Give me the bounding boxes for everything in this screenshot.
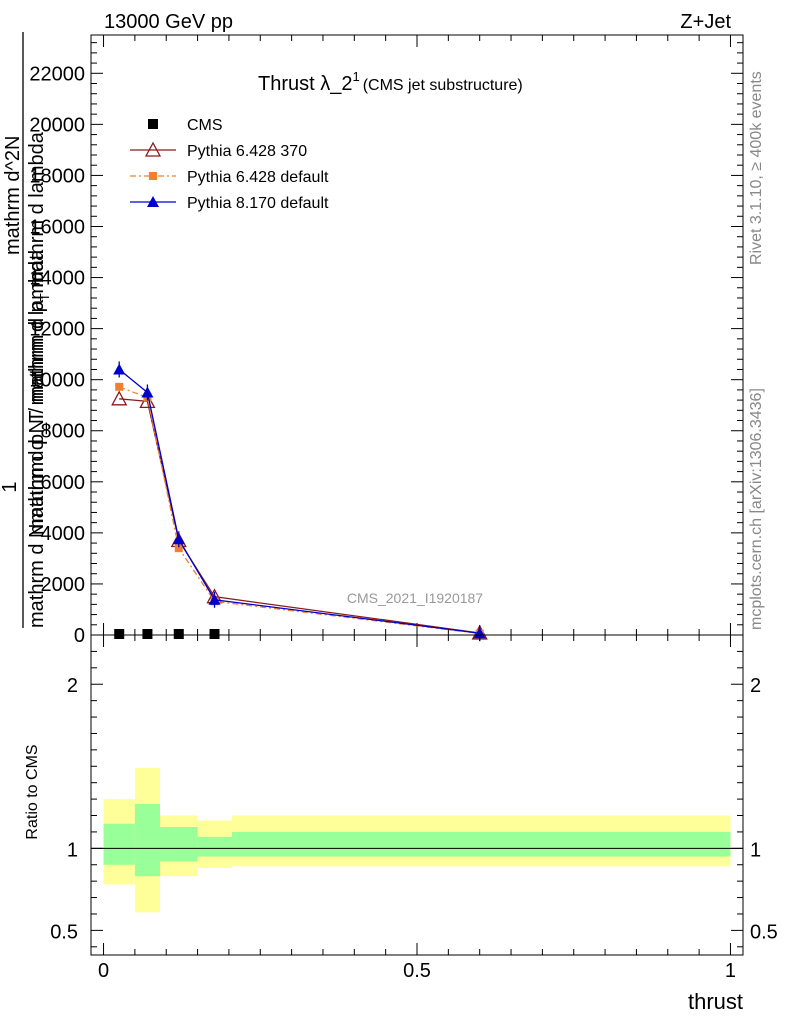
- y-label-overlay-2: mathrm d p_T mathrm d lambda: [26, 249, 48, 535]
- marker-square: [114, 629, 125, 639]
- y-tick-label: 8000: [41, 421, 86, 443]
- ratio-x-axis: 0 0.5 1: [98, 635, 736, 982]
- y-label-denominator-part2: mathrm d N / mathrm d p: [26, 301, 48, 523]
- marker-filled-triangle: [172, 533, 185, 545]
- rivet-version-text: Rivet 3.1.10, ≥ 400k events: [748, 71, 765, 265]
- main-plot-panel: 0 2000 4000 6000 8000 10000 12000 14000 16000 180…: [29, 34, 744, 647]
- ratio-plot-panel: 0.5 0.51 12 2 0 0.5 1 Ratio to CMS thrust: [24, 634, 778, 1014]
- x-axis-label: thrust: [688, 989, 743, 1014]
- marker-open-triangle: [144, 141, 162, 157]
- y-label-numerator: 1: [0, 481, 21, 492]
- y-label-denominator: mathrm d Nmathrm d N / mathrm d pT mathr…: [26, 131, 52, 628]
- ratio-y-tick-label-left: 0.5: [50, 921, 78, 943]
- marker-square: [173, 629, 184, 639]
- ratio-y-axis-label: Ratio to CMS: [24, 744, 41, 839]
- series-layer: [111, 361, 488, 642]
- legend-label: Pythia 8.170 default: [187, 195, 329, 212]
- marker-square: [142, 629, 153, 639]
- plot-title-superscript: 1: [352, 69, 359, 84]
- ratio-plot-frame: [90, 634, 744, 956]
- y-label-denominator-sub: T: [37, 293, 52, 301]
- analysis-watermark: CMS_2021_I1920187: [347, 590, 483, 606]
- marker-open-triangle: [111, 390, 128, 406]
- process-label: Z+Jet: [680, 11, 731, 33]
- ratio-band-green: [103, 823, 135, 865]
- marker-small-square: [174, 544, 183, 553]
- ratio-y-axis: 0.5 0.5 1 1 2 2: [50, 650, 778, 948]
- legend-label: CMS: [187, 117, 223, 134]
- ratio-band-green: [134, 804, 160, 877]
- legend-label: Pythia 6.428 default: [187, 169, 329, 186]
- y-tick-label: 22000: [29, 63, 85, 85]
- marker-small-square: [149, 172, 157, 180]
- y-tick-label: 4000: [41, 523, 86, 545]
- marker-filled-triangle: [208, 593, 221, 605]
- marker-small-square: [115, 382, 124, 391]
- ratio-y-tick-label-right: 0.5: [750, 921, 778, 943]
- x-tick-label: 0.5: [403, 960, 431, 982]
- ratio-y-tick-label-right: 2: [750, 675, 761, 697]
- ratio-uncertainty-bands: [103, 767, 731, 913]
- mcplots-reference-text: mcplots.cern.ch [arXiv:1306.3436]: [748, 388, 765, 630]
- main-y-axis-label: mathrm d^2N mathrm d p_T mathrm d lambda…: [0, 32, 52, 628]
- energy-label: 13000 GeV pp: [104, 11, 233, 33]
- ratio-band-green: [197, 836, 233, 857]
- marker-filled-triangle: [113, 363, 126, 375]
- marker-filled-triangle: [141, 386, 154, 398]
- y-tick-label: 2000: [41, 574, 86, 596]
- y-label-denominator-part1: mathrm d N: [26, 524, 48, 628]
- marker-square: [209, 629, 220, 639]
- y-label-denominator-end: mathrm d lambda: [26, 131, 48, 293]
- y-tick-label: 0: [74, 625, 85, 647]
- ratio-y-tick-label-left: 2: [67, 675, 78, 697]
- x-tick-label: 0: [98, 960, 109, 982]
- main-x-ticks: [103, 35, 731, 635]
- plot-title-subtitle: (CMS jet substructure): [363, 77, 523, 94]
- plot-title-main: Thrust λ_2: [258, 73, 352, 95]
- y-tick-label: 18000: [29, 165, 85, 187]
- y-tick-label: 10000: [29, 370, 85, 392]
- y-tick-label: 16000: [29, 216, 85, 238]
- y-tick-label: 12000: [29, 319, 85, 341]
- series-cms: [114, 629, 220, 639]
- legend: CMS Pythia 6.428 370 Pythia 6.428 default P…: [130, 117, 329, 212]
- y-tick-label: 6000: [41, 472, 86, 494]
- legend-label: Pythia 6.428 370: [187, 143, 307, 160]
- y-tick-label: 20000: [29, 114, 85, 136]
- ratio-band-green: [232, 831, 731, 857]
- ratio-y-tick-label-right: 1: [750, 839, 761, 861]
- marker-filled-triangle: [147, 196, 159, 207]
- y-tick-label: 14000: [29, 268, 85, 290]
- y-label-overlay-1: mathrm d^2N: [2, 136, 24, 255]
- series-pythia-8-170-default: [113, 361, 486, 642]
- marker-square: [148, 119, 158, 129]
- plot-title: Thrust λ_21 (CMS jet substructure): [258, 69, 523, 95]
- ratio-band-green: [159, 827, 198, 862]
- ratio-y-tick-label-left: 1: [67, 839, 78, 861]
- x-tick-label: 1: [725, 960, 736, 982]
- main-y-axis: 0 2000 4000 6000 8000 10000 12000 14000 16000 180…: [29, 42, 743, 647]
